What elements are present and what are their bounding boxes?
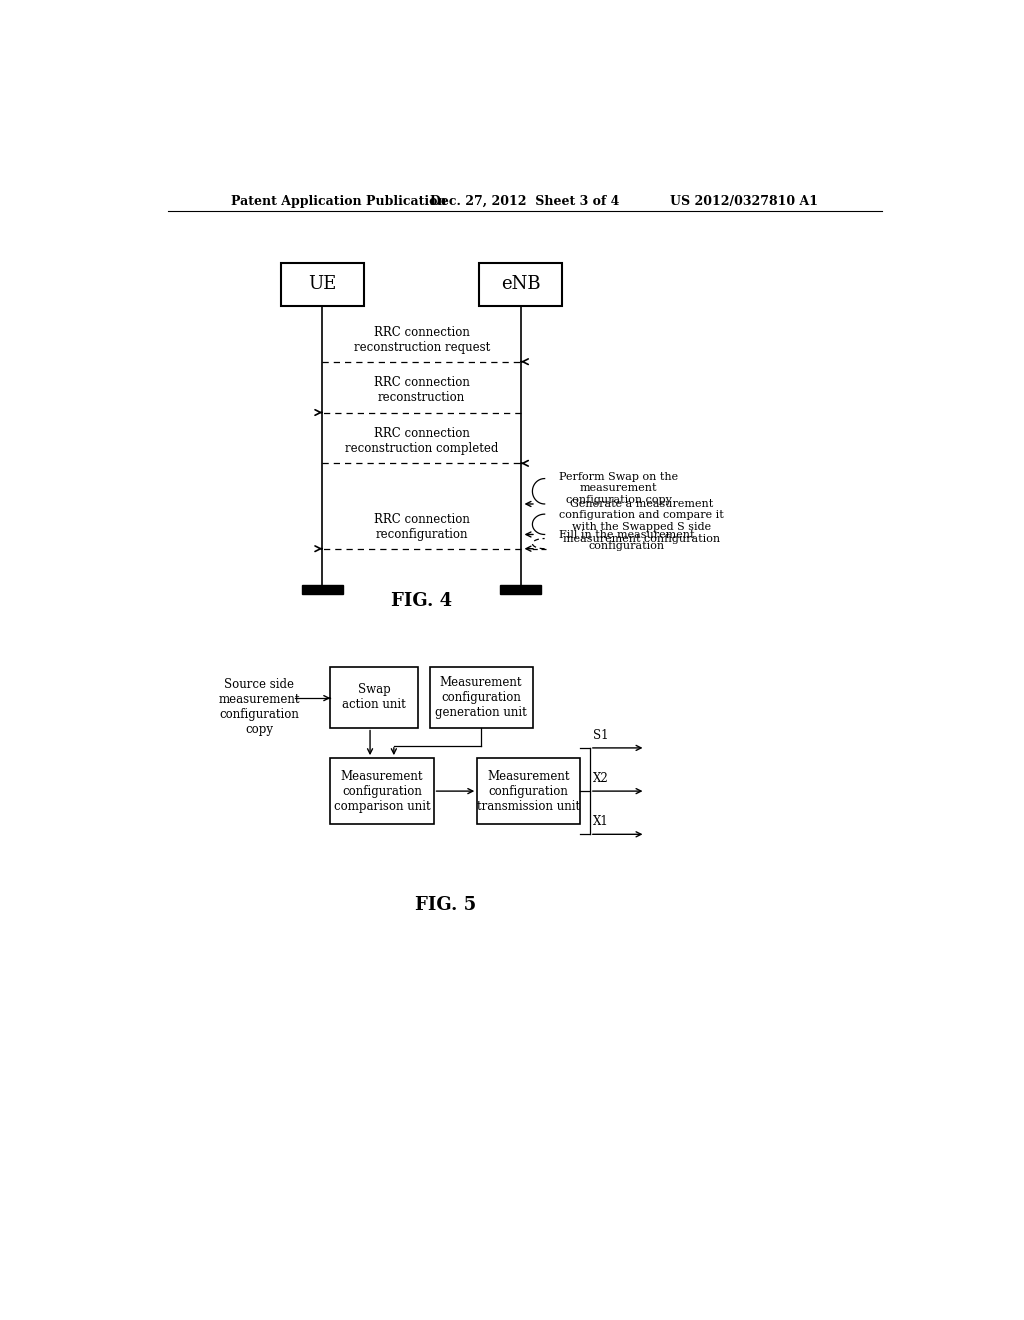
Text: Perform Swap on the
measurement
configuration copy: Perform Swap on the measurement configur… (559, 471, 678, 504)
Text: X2: X2 (593, 772, 609, 785)
Text: RRC connection
reconfiguration: RRC connection reconfiguration (374, 512, 470, 541)
Text: Measurement
configuration
comparison unit: Measurement configuration comparison uni… (334, 770, 430, 813)
Text: RRC connection
reconstruction request: RRC connection reconstruction request (353, 326, 489, 354)
Text: RRC connection
reconstruction: RRC connection reconstruction (374, 376, 470, 404)
FancyBboxPatch shape (430, 667, 532, 727)
Text: Dec. 27, 2012  Sheet 3 of 4: Dec. 27, 2012 Sheet 3 of 4 (430, 194, 620, 207)
Bar (500, 585, 542, 594)
Text: eNB: eNB (501, 276, 541, 293)
FancyBboxPatch shape (331, 667, 418, 727)
Text: RRC connection
reconstruction completed: RRC connection reconstruction completed (345, 428, 499, 455)
FancyBboxPatch shape (281, 263, 365, 306)
Text: Patent Application Publication: Patent Application Publication (231, 194, 446, 207)
Text: Swap
action unit: Swap action unit (342, 682, 406, 711)
Text: FIG. 5: FIG. 5 (415, 896, 476, 915)
Text: X1: X1 (593, 816, 609, 828)
Text: Measurement
configuration
transmission unit: Measurement configuration transmission u… (477, 770, 581, 813)
Text: UE: UE (308, 276, 337, 293)
Text: S1: S1 (593, 729, 608, 742)
Text: Fill in the measurement
configuration: Fill in the measurement configuration (559, 529, 694, 552)
Bar (302, 585, 343, 594)
Text: FIG. 4: FIG. 4 (391, 591, 453, 610)
Text: Source side
measurement
configuration
copy: Source side measurement configuration co… (218, 678, 300, 737)
Text: US 2012/0327810 A1: US 2012/0327810 A1 (671, 194, 818, 207)
Text: Measurement
configuration
generation unit: Measurement configuration generation uni… (435, 676, 527, 718)
FancyBboxPatch shape (331, 758, 433, 824)
Text: Generate a measurement
configuration and compare it
with the Swapped S side
meas: Generate a measurement configuration and… (559, 499, 724, 544)
FancyBboxPatch shape (479, 263, 562, 306)
FancyBboxPatch shape (477, 758, 581, 824)
